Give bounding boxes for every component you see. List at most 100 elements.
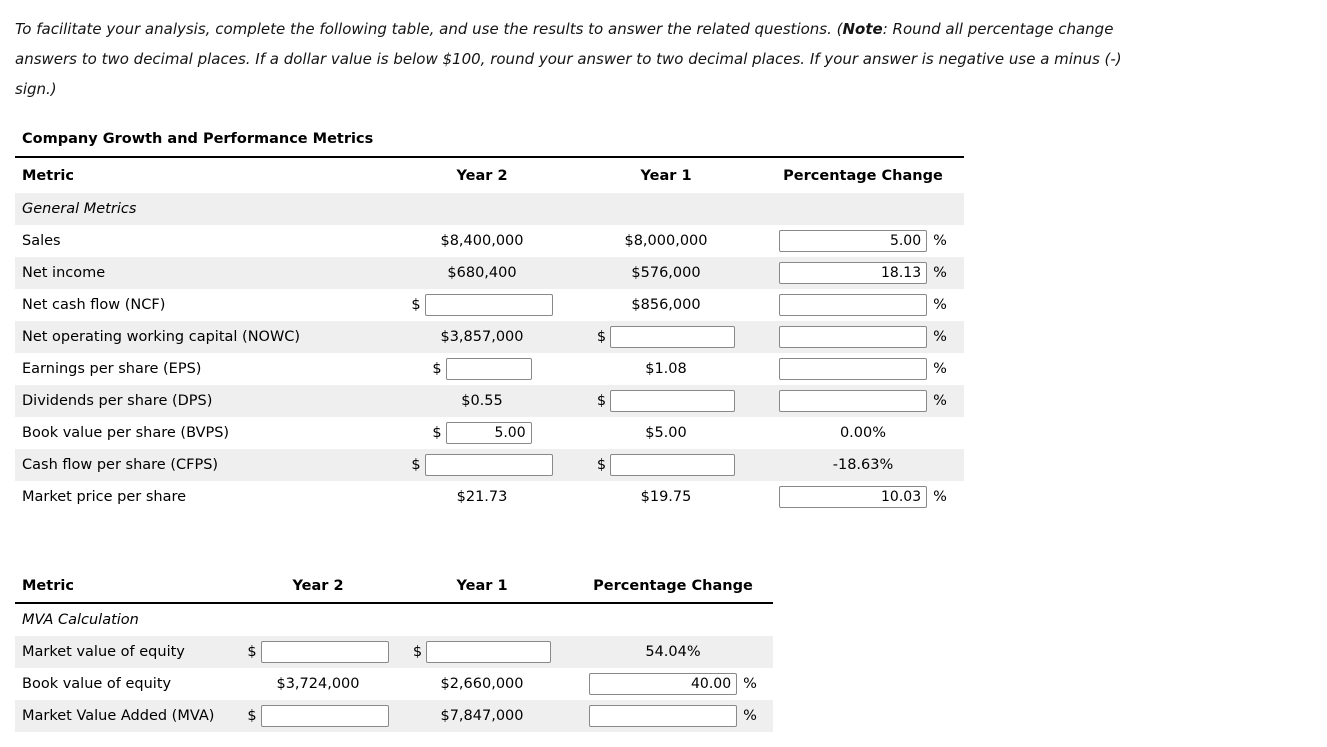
pct-change-input[interactable]	[589, 673, 738, 695]
instructions-text: To facilitate your analysis, complete th…	[15, 14, 1165, 104]
year1-value: $1.08	[645, 361, 687, 377]
dollar-sign: $	[411, 297, 421, 313]
dollar-sign: $	[247, 708, 257, 724]
table-row-nowc: Net operating working capital (NOWC) $3,…	[15, 321, 964, 353]
table-header-row: Metric Year 2 Year 1 Percentage Change	[15, 569, 773, 604]
table-row-net-income: Net income $680,400 $576,000 %	[15, 257, 964, 289]
table-row-market-price: Market price per share $21.73 $19.75 %	[15, 481, 964, 513]
year2-input[interactable]	[445, 422, 532, 444]
year2-value: $0.55	[461, 393, 503, 409]
year1-value: $576,000	[631, 265, 701, 281]
mva-table: Metric Year 2 Year 1 Percentage Change M…	[15, 569, 773, 732]
section-row: MVA Calculation	[15, 604, 773, 636]
dollar-sign: $	[432, 361, 442, 377]
dollar-sign: $	[432, 425, 442, 441]
year2-input[interactable]	[260, 641, 389, 663]
column-header-year1: Year 1	[640, 167, 692, 184]
pct-change-input[interactable]	[589, 705, 738, 727]
year1-value: $856,000	[631, 297, 701, 313]
metric-label: Market value of equity	[22, 644, 185, 660]
year1-value: $19.75	[640, 489, 692, 505]
section-label: General Metrics	[22, 201, 137, 217]
table-row-bvps: Book value per share (BVPS) $ $5.00 0.00…	[15, 417, 964, 449]
year2-input[interactable]	[445, 358, 532, 380]
table-row-cfps: Cash flow per share (CFPS) $ $ -18.63%	[15, 449, 964, 481]
pct-change-input[interactable]	[779, 486, 928, 508]
table-row-book-value-equity: Book value of equity $3,724,000 $2,660,0…	[15, 668, 773, 700]
year1-input[interactable]	[426, 641, 552, 663]
pct-change-input[interactable]	[779, 230, 928, 252]
percent-sign: %	[933, 329, 947, 345]
table-title: Company Growth and Performance Metrics	[15, 126, 964, 158]
pct-change-input[interactable]	[779, 294, 928, 316]
year1-input[interactable]	[610, 326, 736, 348]
metric-label: Dividends per share (DPS)	[22, 393, 213, 409]
section-row: General Metrics	[15, 193, 964, 225]
pct-change-value: 0.00%	[839, 425, 887, 441]
percent-sign: %	[933, 265, 947, 281]
table-row-sales: Sales $8,400,000 $8,000,000 %	[15, 225, 964, 257]
column-header-year1: Year 1	[456, 577, 508, 594]
dollar-sign: $	[596, 329, 607, 345]
metric-label: Market price per share	[22, 489, 187, 505]
page: To facilitate your analysis, complete th…	[15, 14, 1165, 732]
instructions-part2: : Round all percentage change answers to…	[15, 20, 1122, 98]
metric-label: Sales	[22, 233, 61, 249]
dollar-sign: $	[596, 393, 607, 409]
metric-label: Book value of equity	[22, 676, 172, 692]
pct-change-value: -18.63%	[832, 457, 894, 473]
pct-change-input[interactable]	[779, 358, 928, 380]
year2-value: $21.73	[456, 489, 508, 505]
percent-sign: %	[933, 297, 947, 313]
section-label: MVA Calculation	[22, 612, 139, 628]
pct-change-value: 54.04%	[645, 644, 701, 660]
percent-sign: %	[933, 361, 947, 377]
metric-label: Book value per share (BVPS)	[22, 425, 230, 441]
metric-label: Net cash flow (NCF)	[22, 297, 166, 313]
metric-label: Net operating working capital (NOWC)	[22, 329, 301, 345]
growth-metrics-table: Company Growth and Performance Metrics M…	[15, 126, 964, 513]
table-row-ncf: Net cash flow (NCF) $ $856,000 %	[15, 289, 964, 321]
year2-value: $8,400,000	[440, 233, 524, 249]
year1-value: $2,660,000	[440, 676, 524, 692]
column-header-metric: Metric	[22, 167, 74, 184]
instructions-note-label: Note	[842, 20, 883, 38]
year2-value: $680,400	[447, 265, 517, 281]
year2-input[interactable]	[424, 294, 553, 316]
dollar-sign: $	[411, 457, 421, 473]
year2-value: $3,724,000	[276, 676, 360, 692]
percent-sign: %	[743, 676, 757, 692]
year1-value: $8,000,000	[624, 233, 708, 249]
year1-value: $5.00	[645, 425, 687, 441]
year2-input[interactable]	[260, 705, 389, 727]
year2-value: $3,857,000	[440, 329, 524, 345]
pct-change-input[interactable]	[779, 262, 928, 284]
metric-label: Cash flow per share (CFPS)	[22, 457, 219, 473]
pct-change-input[interactable]	[779, 390, 928, 412]
column-header-year2: Year 2	[456, 167, 508, 184]
table-row-dps: Dividends per share (DPS) $0.55 $ %	[15, 385, 964, 417]
percent-sign: %	[933, 233, 947, 249]
percent-sign: %	[933, 489, 947, 505]
dollar-sign: $	[596, 457, 607, 473]
percent-sign: %	[933, 393, 947, 409]
column-header-percentage-change: Percentage Change	[783, 167, 943, 184]
metric-label: Market Value Added (MVA)	[22, 708, 215, 724]
pct-change-input[interactable]	[779, 326, 928, 348]
table-header-row: Metric Year 2 Year 1 Percentage Change	[15, 158, 964, 193]
table-row-eps: Earnings per share (EPS) $ $1.08 %	[15, 353, 964, 385]
column-header-percentage-change: Percentage Change	[593, 577, 753, 594]
year1-input[interactable]	[610, 454, 736, 476]
table-row-market-value-equity: Market value of equity $ $ 54.04%	[15, 636, 773, 668]
year2-input[interactable]	[424, 454, 553, 476]
column-header-year2: Year 2	[292, 577, 344, 594]
metric-label: Earnings per share (EPS)	[22, 361, 202, 377]
instructions-part1: To facilitate your analysis, complete th…	[15, 20, 843, 38]
column-header-metric: Metric	[22, 577, 74, 594]
year1-input[interactable]	[610, 390, 736, 412]
dollar-sign: $	[412, 644, 423, 660]
year1-value: $7,847,000	[440, 708, 524, 724]
percent-sign: %	[743, 708, 757, 724]
dollar-sign: $	[247, 644, 257, 660]
metric-label: Net income	[22, 265, 106, 281]
